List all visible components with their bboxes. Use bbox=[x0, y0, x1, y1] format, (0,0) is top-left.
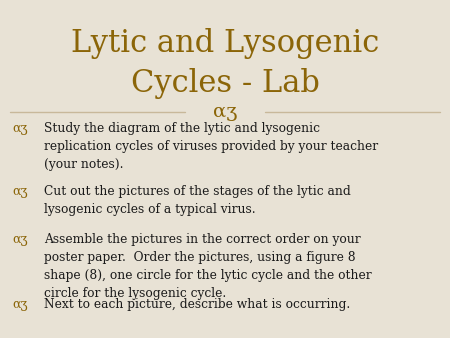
Text: αʒ: αʒ bbox=[12, 233, 27, 246]
Text: Lytic and Lysogenic: Lytic and Lysogenic bbox=[71, 28, 379, 59]
Text: αʒ: αʒ bbox=[12, 185, 27, 198]
Text: αʒ: αʒ bbox=[213, 103, 237, 121]
Text: Next to each picture, describe what is occurring.: Next to each picture, describe what is o… bbox=[44, 298, 350, 311]
Text: αʒ: αʒ bbox=[12, 122, 27, 135]
Text: Assemble the pictures in the correct order on your
poster paper.  Order the pict: Assemble the pictures in the correct ord… bbox=[44, 233, 372, 300]
Text: Cycles - Lab: Cycles - Lab bbox=[130, 68, 320, 99]
Text: αʒ: αʒ bbox=[12, 298, 27, 311]
Text: Study the diagram of the lytic and lysogenic
replication cycles of viruses provi: Study the diagram of the lytic and lysog… bbox=[44, 122, 378, 171]
Text: Cut out the pictures of the stages of the lytic and
lysogenic cycles of a typica: Cut out the pictures of the stages of th… bbox=[44, 185, 351, 216]
